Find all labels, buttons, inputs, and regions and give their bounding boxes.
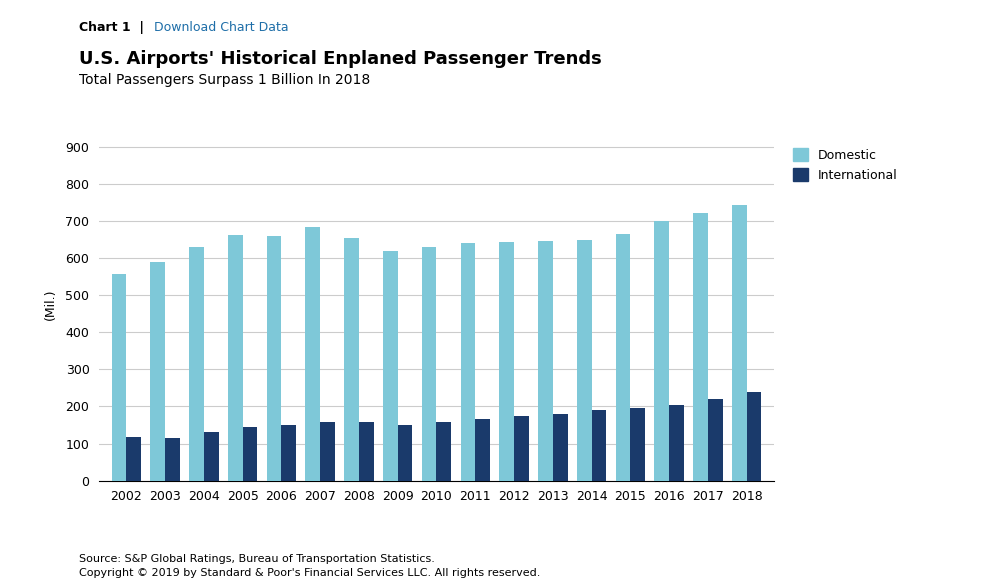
Bar [306, 227, 320, 481]
Bar [228, 235, 243, 481]
Bar [189, 247, 204, 481]
Bar [514, 417, 529, 481]
Bar [616, 234, 630, 481]
Bar [693, 213, 708, 481]
Bar [499, 242, 514, 481]
Bar [553, 414, 567, 481]
Bar [359, 422, 374, 481]
Bar [655, 222, 669, 481]
Bar [630, 408, 645, 481]
Bar [243, 427, 257, 481]
Bar [398, 425, 413, 481]
Text: Chart 1  |: Chart 1 | [79, 21, 145, 33]
Bar [282, 425, 297, 481]
Bar [344, 238, 359, 481]
Bar [204, 432, 218, 481]
Bar [460, 243, 475, 481]
Bar [422, 247, 436, 481]
Bar [383, 251, 398, 481]
Bar [151, 262, 165, 481]
Bar [165, 438, 180, 481]
Bar [126, 437, 141, 481]
Text: Download Chart Data: Download Chart Data [154, 21, 289, 33]
Bar [669, 405, 683, 481]
Text: Source: S&P Global Ratings, Bureau of Transportation Statistics.: Source: S&P Global Ratings, Bureau of Tr… [79, 554, 435, 564]
Legend: Domestic, International: Domestic, International [787, 142, 904, 188]
Bar [320, 422, 335, 481]
Bar [436, 422, 451, 481]
Text: Copyright © 2019 by Standard & Poor's Financial Services LLC. All rights reserve: Copyright © 2019 by Standard & Poor's Fi… [79, 568, 541, 578]
Bar [267, 236, 282, 481]
Bar [708, 399, 722, 481]
Bar [538, 241, 553, 481]
Bar [475, 420, 490, 481]
Bar [747, 393, 761, 481]
Y-axis label: (Mil.): (Mil.) [45, 289, 58, 321]
Text: Total Passengers Surpass 1 Billion In 2018: Total Passengers Surpass 1 Billion In 20… [79, 73, 371, 87]
Text: U.S. Airports' Historical Enplaned Passenger Trends: U.S. Airports' Historical Enplaned Passe… [79, 50, 602, 68]
Bar [576, 240, 591, 481]
Bar [732, 205, 747, 481]
Bar [112, 274, 126, 481]
Bar [591, 410, 606, 481]
